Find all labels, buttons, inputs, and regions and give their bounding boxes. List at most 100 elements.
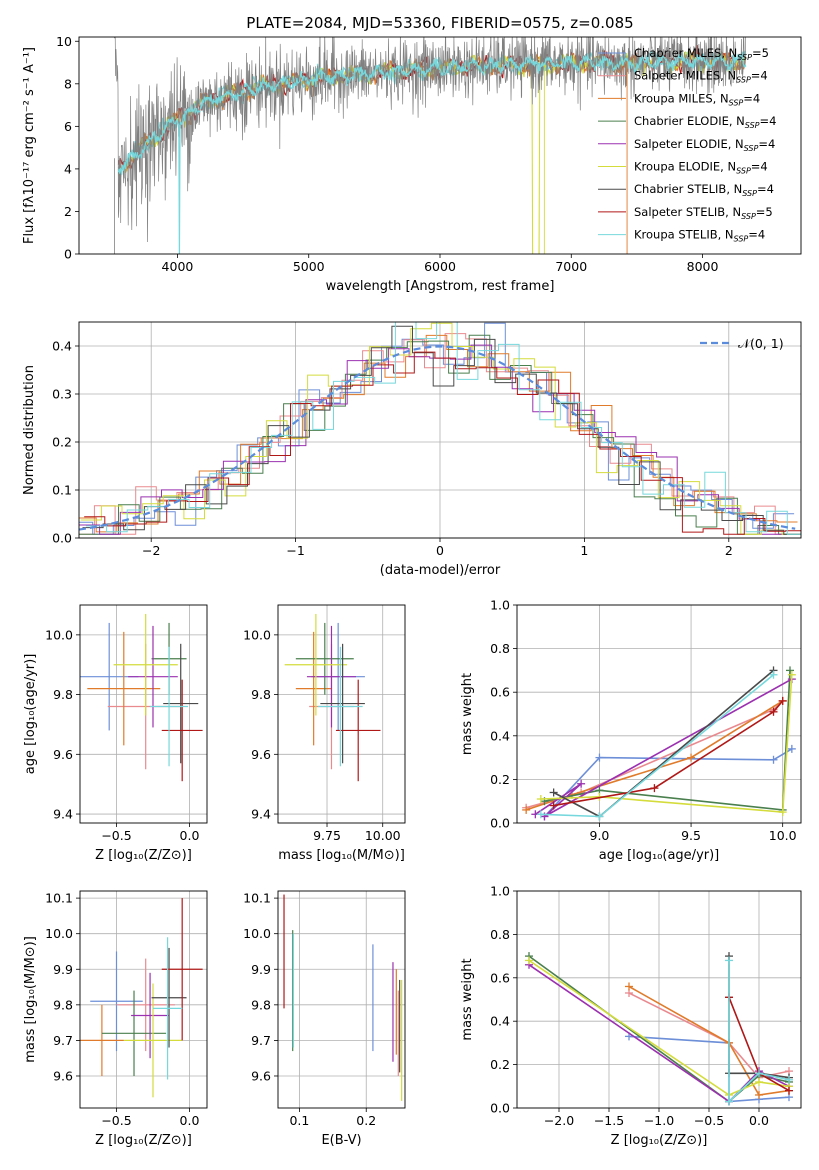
data-spectrum-line [114, 37, 746, 243]
y-tick-label: 0 [64, 247, 72, 262]
legend: Chabrier MILES, NSSP=5 Salpeter MILES, NS… [598, 46, 776, 244]
legend-subscript: SSP [734, 235, 749, 244]
y-tick-label: 0.4 [490, 1014, 510, 1029]
y-tick-label: 9.8 [251, 687, 271, 702]
legend-value: =5 [756, 205, 773, 219]
x-tick-label: 9.5 [681, 828, 701, 843]
legend-subscript: SSP [741, 212, 756, 221]
x-axis-label: (data-model)/error [380, 563, 501, 578]
weight-line [528, 964, 790, 1103]
x-tick-label: 1 [580, 543, 588, 558]
axes-frame [277, 890, 406, 1109]
axes-frame [79, 890, 208, 1109]
y-tick-label: 0.0 [490, 816, 510, 831]
x-axis-label: mass [log₁₀(M/M⊙)] [278, 848, 405, 863]
y-tick-label: 8 [64, 76, 72, 91]
panel-weight_vs_Z: −2.0 −1.5 −1.0 −0.5 0.0 0.0 0.2 0.4 0.6 0.8 1.0 Z [… [460, 884, 802, 1148]
y-tick-label: 0.2 [490, 772, 510, 787]
x-tick-label: −1.0 [644, 1113, 674, 1128]
y-tick-label: 0.6 [490, 970, 510, 985]
legend-subscript: SSP [729, 98, 744, 107]
y-tick-label: 0.0 [52, 531, 72, 546]
y-tick-label: 9.8 [251, 997, 271, 1012]
data-layer [80, 898, 203, 1098]
x-axis-label: Z [log₁₀(Z/Z⊙)] [95, 848, 192, 863]
legend-entry: Kroupa STELIB, NSSP=4 [634, 228, 765, 244]
x-axis-label: age [log₁₀(age/yr)] [599, 848, 720, 863]
panel-spectrum: 4000 5000 6000 7000 8000 0 2 4 6 8 10 wavelength [A… [22, 34, 802, 294]
weight-line [628, 992, 790, 1079]
y-tick-label: 9.9 [251, 962, 271, 977]
x-tick-label: −0.5 [694, 1113, 724, 1128]
histogram-step [84, 351, 801, 535]
axes-layer: 9.0 9.5 10.0 0.0 0.2 0.4 0.6 0.8 1.0 age [log₁₀(a… [460, 598, 802, 863]
x-tick-label: 0.0 [180, 1113, 200, 1128]
legend-entry: Salpeter MILES, NSSP=4 [634, 69, 768, 85]
data-layer [283, 894, 403, 1101]
grid-layer [80, 605, 207, 823]
y-tick-label: 0.0 [490, 1101, 510, 1116]
y-axis-label: mass weight [460, 673, 475, 755]
weight-line [544, 670, 791, 811]
y-tick-label: 10.0 [45, 627, 73, 642]
weight-line [628, 985, 790, 1096]
gaussian-curve [79, 345, 796, 531]
axes-frame [79, 604, 208, 824]
y-tick-label: 9.9 [53, 962, 73, 977]
y-tick-label: 1.0 [490, 884, 510, 899]
weight-line [728, 960, 790, 1104]
best-model-line [117, 51, 747, 254]
data-layer [114, 37, 747, 254]
weight-line [525, 700, 784, 811]
y-tick-label: 0.6 [490, 685, 510, 700]
legend-value: =4 [743, 91, 760, 105]
x-tick-label: 0.1 [289, 1113, 309, 1128]
legend-value: =4 [760, 114, 777, 128]
x-tick-label: 10.00 [365, 828, 401, 843]
legend-subscript: SSP [742, 189, 757, 198]
grid-layer [517, 604, 801, 824]
legend-entry: 𝒩(0, 1) [738, 336, 784, 351]
y-axis-label: mass [log₁₀(M/M⊙)] [23, 936, 38, 1063]
y-tick-label: 9.4 [251, 807, 271, 822]
x-tick-label: −2 [142, 543, 160, 558]
legend-subscript: SSP [745, 121, 760, 130]
legend-entry: Salpeter ELODIE, NSSP=4 [634, 137, 775, 153]
y-tick-label: 6 [64, 119, 72, 134]
panel-age_vs_Z: −0.5 0.0 9.4 9.6 9.8 10.0 Z [log₁₀(Z/Z⊙)] age [… [23, 604, 208, 863]
legend-value: =4 [748, 228, 765, 242]
legend-entry: Kroupa MILES, NSSP=4 [634, 91, 760, 107]
x-tick-label: 2 [725, 543, 733, 558]
y-tick-label: 10.0 [243, 926, 271, 941]
legend-entry: Chabrier STELIB, NSSP=4 [634, 182, 774, 198]
y-tick-label: 0.8 [490, 927, 510, 942]
y-tick-label: 2 [64, 204, 72, 219]
legend-value: =4 [757, 182, 774, 196]
x-tick-label: 8000 [687, 259, 719, 274]
y-tick-label: 10.0 [243, 627, 271, 642]
y-tick-label: 0.8 [490, 641, 510, 656]
data-layer [79, 322, 801, 535]
axes-frame [78, 321, 802, 539]
axes-layer: −0.5 0.0 9.4 9.6 9.8 10.0 Z [log₁₀(Z/Z⊙)] age [… [23, 604, 208, 863]
x-axis-label: Z [log₁₀(Z/Z⊙)] [95, 1133, 192, 1148]
legend-subscript: SSP [736, 167, 751, 176]
weight-line [528, 959, 790, 1096]
legend-value: =5 [752, 46, 769, 60]
x-tick-label: 9.0 [590, 828, 610, 843]
y-tick-label: 0.3 [52, 387, 72, 402]
x-tick-label: 0.0 [749, 1113, 769, 1128]
panel-residuals: −2 −1 0 1 2 0.0 0.1 0.2 0.3 0.4 (data-model)/error… [22, 321, 802, 578]
y-tick-label: 9.6 [53, 1068, 73, 1083]
y-tick-label: 4 [64, 161, 72, 176]
axes-frame [277, 604, 406, 824]
axes-frame [78, 36, 802, 255]
panel-weight_vs_age: 9.0 9.5 10.0 0.0 0.2 0.4 0.6 0.8 1.0 age [log₁₀(a… [460, 598, 802, 863]
x-tick-label: 6000 [424, 259, 456, 274]
x-tick-label: 0.2 [356, 1113, 376, 1128]
data-layer [284, 613, 381, 782]
y-axis-label: Normed distribution [22, 365, 37, 495]
legend-subscript: SSP [744, 144, 759, 153]
histogram-step [79, 333, 796, 535]
